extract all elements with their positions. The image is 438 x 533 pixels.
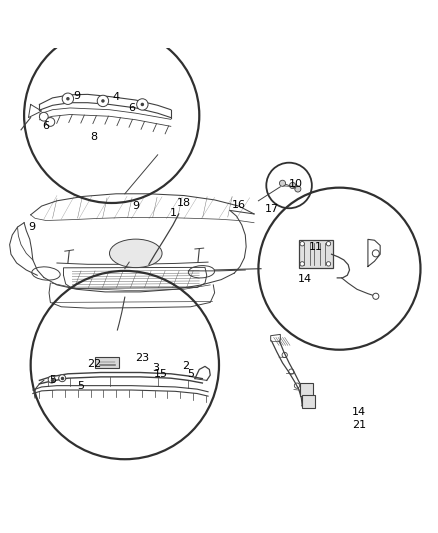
Circle shape [295,186,301,192]
Text: 22: 22 [87,359,101,369]
Circle shape [373,293,379,300]
Circle shape [59,375,66,382]
Text: 3: 3 [152,363,159,373]
Text: 8: 8 [91,132,98,142]
FancyBboxPatch shape [302,395,315,408]
Circle shape [62,93,74,104]
Circle shape [66,97,70,101]
FancyBboxPatch shape [299,240,333,268]
Text: 5: 5 [187,369,194,379]
Text: 5: 5 [78,381,85,391]
Circle shape [48,376,55,383]
Text: 6: 6 [128,103,135,113]
Text: 15: 15 [154,369,168,379]
Circle shape [101,99,105,103]
Text: 2: 2 [183,361,190,372]
Circle shape [279,180,286,187]
Circle shape [141,103,144,106]
Text: 21: 21 [352,420,366,430]
Circle shape [290,182,296,189]
Text: 9: 9 [132,201,139,211]
Circle shape [300,262,304,266]
Text: 17: 17 [265,204,279,214]
FancyBboxPatch shape [300,383,313,395]
Text: 14: 14 [297,274,311,284]
Text: 9: 9 [73,91,80,101]
Circle shape [39,112,48,121]
Text: 1: 1 [170,208,177,218]
Text: 4: 4 [113,92,120,102]
Text: 10: 10 [289,179,303,189]
Text: 9: 9 [28,222,35,232]
Text: 23: 23 [135,353,149,362]
Text: 14: 14 [352,407,366,417]
Circle shape [300,241,304,246]
Text: 11: 11 [308,242,322,252]
Circle shape [137,99,148,110]
Ellipse shape [110,239,162,268]
Text: 6: 6 [42,122,49,131]
FancyBboxPatch shape [95,357,119,368]
Circle shape [326,241,331,246]
Circle shape [326,262,331,266]
Text: 18: 18 [177,198,191,208]
Circle shape [97,95,109,107]
Circle shape [46,118,55,126]
Text: 16: 16 [232,200,246,210]
Text: 5: 5 [49,375,56,384]
